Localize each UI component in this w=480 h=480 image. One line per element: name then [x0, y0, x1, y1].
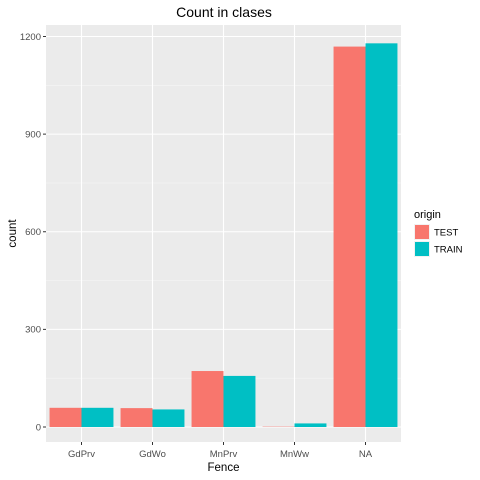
- legend-label-test: TEST: [434, 228, 458, 239]
- x-tick-label: MnWw: [280, 449, 309, 460]
- legend: origin TEST TRAIN: [414, 209, 463, 257]
- bar-train-mnprv: [223, 375, 256, 427]
- y-tick-label: 900: [25, 129, 41, 140]
- y-tick-label: 1200: [20, 32, 41, 43]
- y-tick-label: 300: [25, 325, 41, 336]
- bar-train-mnww: [294, 423, 327, 427]
- legend-swatch-train: [415, 242, 429, 256]
- bar-train-gdprv: [81, 407, 114, 427]
- x-tick-label: GdPrv: [68, 449, 95, 460]
- bar-test-gdprv: [49, 407, 82, 427]
- legend-items: TEST TRAIN: [414, 224, 463, 257]
- x-tick-label: NA: [359, 449, 373, 460]
- x-tick-label: GdWo: [139, 449, 166, 460]
- y-tick-label: 600: [25, 227, 41, 238]
- x-axis: GdPrv GdWo MnPrv MnWw NA: [68, 442, 373, 460]
- y-axis-title: count: [7, 219, 19, 248]
- chart-title: Count in clases: [176, 4, 272, 20]
- bars: [49, 43, 398, 428]
- x-tick-label: MnPrv: [210, 449, 238, 460]
- y-tick-label: 0: [36, 422, 41, 433]
- legend-title: origin: [414, 209, 441, 221]
- bar-test-mnprv: [191, 371, 224, 427]
- legend-swatch-test: [415, 225, 429, 239]
- y-axis: 0 300 600 900 1200: [20, 32, 46, 433]
- bar-train-gdwo: [152, 409, 185, 427]
- x-axis-title: Fence: [208, 462, 240, 474]
- bar-test-gdwo: [120, 408, 153, 427]
- bar-train-na: [365, 43, 398, 428]
- legend-label-train: TRAIN: [434, 245, 463, 256]
- bar-test-na: [333, 46, 366, 427]
